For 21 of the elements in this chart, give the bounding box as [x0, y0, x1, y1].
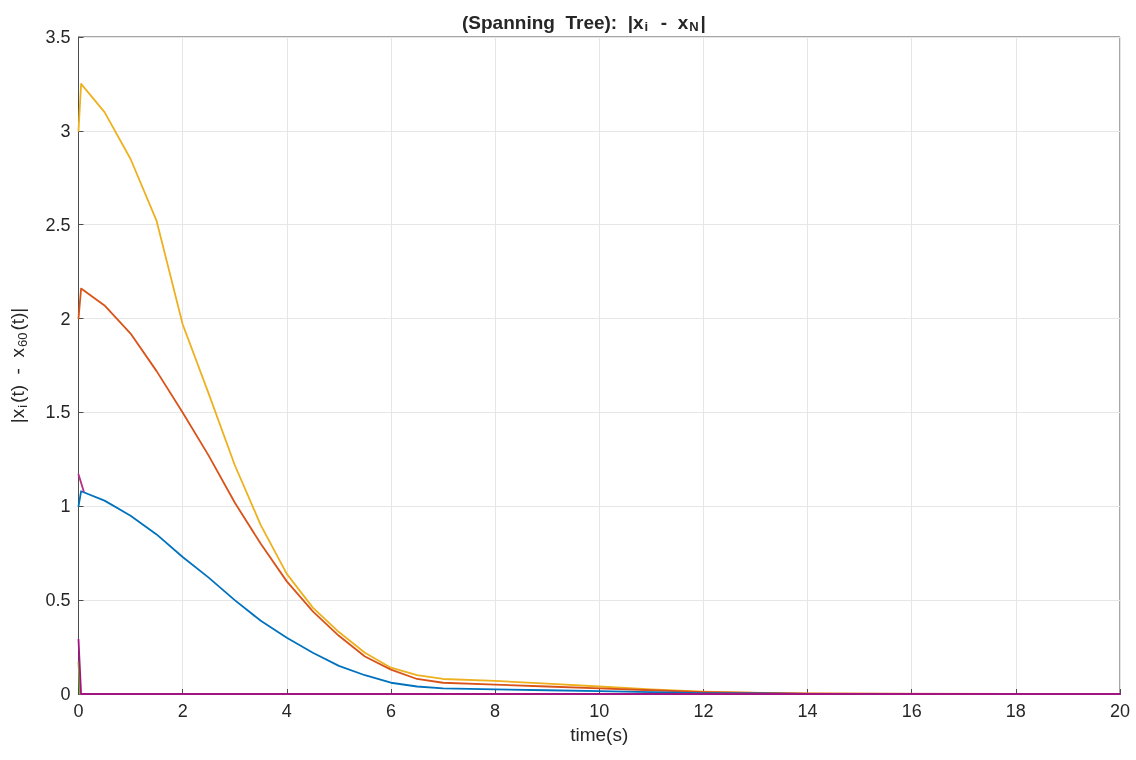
x-tick-label: 14: [797, 701, 818, 721]
y-tick-label: 0.5: [45, 590, 71, 611]
y-tick-label: 2: [60, 308, 71, 329]
x-tick-label: 12: [693, 701, 714, 721]
y-tick-label: 3: [60, 120, 71, 141]
x-tick-label: 18: [1005, 701, 1026, 721]
x-axis-title: time(s): [570, 723, 629, 745]
x-tick-label: 16: [901, 701, 922, 721]
x-tick-label: 6: [385, 701, 396, 721]
x-tick-label: 10: [589, 701, 610, 721]
y-tick-label: 2.5: [45, 214, 71, 235]
x-tick-label: 20: [1109, 701, 1131, 721]
y-tick-label: 0: [60, 684, 71, 704]
y-tick-label: 1: [60, 496, 71, 517]
x-tick-label: 8: [490, 701, 501, 721]
y-tick-label: 3.5: [45, 27, 71, 47]
x-tick-label: 0: [73, 701, 84, 721]
y-axis-title: |xi(t) - x60(t)|: [7, 307, 30, 424]
y-tick-label: 1.5: [45, 402, 71, 423]
x-tick-label: 2: [177, 701, 188, 721]
x-tick-label: 4: [281, 701, 292, 721]
